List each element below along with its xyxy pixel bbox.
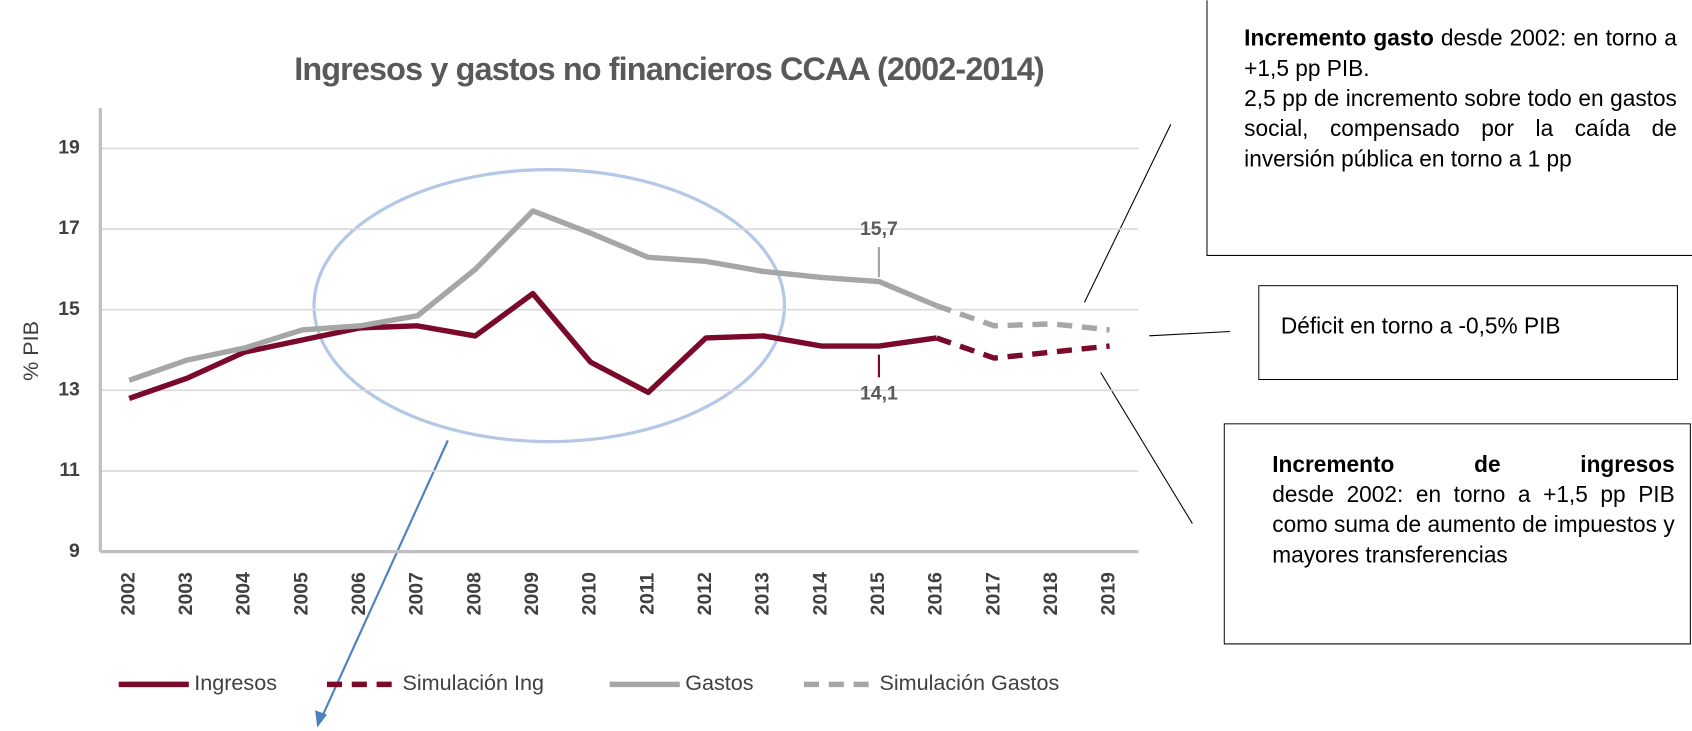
x-tick-label: 2004 xyxy=(233,572,255,615)
x-tick-label: 2006 xyxy=(348,572,370,615)
annotation-box: Déficit en torno a -0,5% PIB xyxy=(1258,285,1678,381)
series-line xyxy=(128,290,937,401)
series-line xyxy=(935,303,1110,333)
y-axis-label: % PIB xyxy=(18,321,43,381)
legend-label: Simulación Gastos xyxy=(879,670,1059,695)
data-label: 15,7 xyxy=(860,218,898,240)
x-tick-label: 2009 xyxy=(521,572,543,615)
x-tick-label: 2007 xyxy=(406,572,428,615)
annotation-text: 2,5 pp de incremento sobre todo en gasto… xyxy=(1244,86,1677,172)
x-tick-label: 2008 xyxy=(463,572,485,615)
x-tick-label: 2013 xyxy=(752,572,774,615)
arrow xyxy=(320,440,449,719)
annotation-text: desde 2002: en torno a +1,5 pp PIB como … xyxy=(1272,482,1675,568)
x-tick-label: 2012 xyxy=(694,572,716,615)
x-tick-label: 2003 xyxy=(175,572,197,615)
series-line xyxy=(128,208,938,383)
x-tick-label: 2016 xyxy=(925,572,947,615)
annotation-bold: Incremento de ingresos xyxy=(1272,452,1675,478)
x-tick-label: 2010 xyxy=(579,572,601,615)
x-tick-label: 2002 xyxy=(117,572,139,615)
y-tick-label: 15 xyxy=(58,298,80,320)
data-label: 14,1 xyxy=(860,383,898,405)
x-tick-label: 2019 xyxy=(1098,572,1120,615)
legend-label: Ingresos xyxy=(194,670,277,695)
x-tick-label: 2011 xyxy=(636,572,658,614)
annotation-box: Incremento gasto desde 2002: en torno a … xyxy=(1206,0,1692,256)
highlight-ellipse xyxy=(312,168,787,444)
x-tick-label: 2015 xyxy=(867,572,889,615)
annotation-bold: Incremento gasto xyxy=(1244,26,1434,51)
annotation: Déficit en torno a -0,5% PIB xyxy=(1258,285,1678,381)
y-tick-label: 19 xyxy=(58,137,80,159)
connector xyxy=(1100,372,1193,524)
x-tick-label: 2014 xyxy=(809,572,831,615)
annotation-box: Incremento de ingresos desde 2002: en to… xyxy=(1223,423,1691,645)
legend-label: Gastos xyxy=(685,670,754,695)
y-tick-label: 9 xyxy=(69,540,80,562)
annotation-text: desde 2002: en torno a +1,5 pp PIB. xyxy=(1244,26,1677,82)
annotation-text: Déficit en torno a -0,5% PIB xyxy=(1280,314,1561,340)
y-tick-label: 17 xyxy=(58,217,80,239)
x-tick-label: 2018 xyxy=(1040,572,1062,615)
x-tick-label: 2005 xyxy=(290,572,312,615)
legend-label: Simulación Ing xyxy=(402,670,544,695)
connector xyxy=(1083,124,1172,303)
series-line xyxy=(935,335,1110,361)
annotation: Incremento de ingresos desde 2002: en to… xyxy=(1223,423,1691,645)
connector xyxy=(1149,330,1231,337)
arrow-head xyxy=(315,710,327,728)
chart-title: Ingresos y gastos no financieros CCAA (2… xyxy=(294,51,1044,87)
annotation: Incremento gasto desde 2002: en torno a … xyxy=(1206,0,1692,256)
x-tick-label: 2017 xyxy=(982,572,1004,615)
y-tick-label: 11 xyxy=(59,459,80,481)
y-tick-label: 13 xyxy=(58,378,80,400)
